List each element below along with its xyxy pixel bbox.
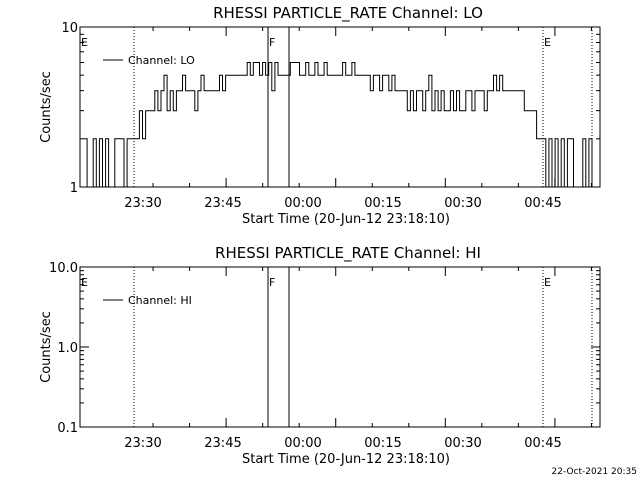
x-tick-label: 00:30 bbox=[444, 436, 481, 451]
legend-label: Channel: HI bbox=[128, 294, 192, 307]
y-axis-label: Counts/sec bbox=[39, 71, 54, 143]
plot-frame bbox=[79, 266, 601, 428]
x-axis-label: Start Time (20-Jun-12 23:18:10) bbox=[242, 212, 450, 227]
chart-title: RHESSI PARTICLE_RATE Channel: LO bbox=[213, 4, 483, 23]
y-tick-label: 10.0 bbox=[49, 261, 78, 276]
series-line bbox=[84, 62, 593, 188]
x-tick-label: 23:30 bbox=[124, 436, 161, 451]
x-tick-label: 23:45 bbox=[204, 436, 241, 451]
timestamp: 22-Oct-2021 20:35 bbox=[552, 467, 637, 477]
event-marker-label: F bbox=[269, 276, 275, 289]
chart-title: RHESSI PARTICLE_RATE Channel: HI bbox=[215, 244, 481, 263]
x-axis-label: Start Time (20-Jun-12 23:18:10) bbox=[242, 452, 450, 467]
event-marker-label: E bbox=[544, 36, 551, 49]
x-tick-label: 23:30 bbox=[124, 196, 161, 211]
plot-frame bbox=[79, 26, 601, 188]
x-tick-label: 00:15 bbox=[364, 436, 401, 451]
y-axis-label: Counts/sec bbox=[39, 311, 54, 383]
event-marker-label: E bbox=[81, 36, 88, 49]
event-marker-label: E bbox=[81, 276, 88, 289]
x-tick-label: 00:15 bbox=[364, 196, 401, 211]
legend-label: Channel: LO bbox=[128, 54, 195, 67]
x-tick-label: 23:45 bbox=[204, 196, 241, 211]
y-tick-label: 0.1 bbox=[57, 421, 78, 436]
x-tick-label: 00:30 bbox=[444, 196, 481, 211]
y-tick-label: 1 bbox=[70, 181, 78, 196]
x-tick-label: 00:00 bbox=[284, 196, 321, 211]
chart-hi-channel: RHESSI PARTICLE_RATE Channel: HI 10.0 1.0 0… bbox=[39, 244, 601, 467]
event-marker-label: E bbox=[544, 276, 551, 289]
x-tick-label: 00:00 bbox=[284, 436, 321, 451]
event-marker-label: F bbox=[269, 36, 275, 49]
y-tick-label: 1.0 bbox=[57, 341, 78, 356]
y-tick-label: 10 bbox=[61, 21, 78, 36]
x-tick-label: 00:45 bbox=[524, 196, 561, 211]
chart-lo-channel: RHESSI PARTICLE_RATE Channel: LO 10 1 23:30… bbox=[39, 4, 601, 227]
x-tick-label: 00:45 bbox=[524, 436, 561, 451]
